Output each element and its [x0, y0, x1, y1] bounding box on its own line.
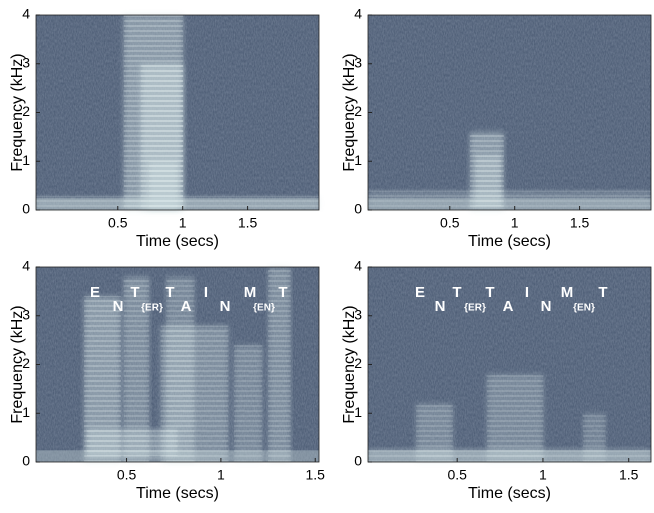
y-tick-label: 2: [22, 103, 30, 119]
phoneme-label: T: [130, 284, 139, 301]
x-axis-label: Time (secs): [468, 485, 551, 502]
y-axis-label: Frequency (kHz): [9, 305, 26, 423]
phoneme-label: E: [415, 284, 425, 301]
y-tick-label: 3: [354, 54, 362, 70]
y-tick-label: 3: [22, 54, 30, 70]
phoneme-label: A: [503, 298, 514, 315]
x-tick-label: 0.5: [117, 467, 137, 483]
spectrogram-harmonics: [86, 428, 178, 457]
phoneme-label: T: [165, 284, 174, 301]
phoneme-label: T: [452, 284, 461, 301]
y-tick-label: 0: [22, 453, 30, 469]
phoneme-label: E: [90, 284, 100, 301]
y-tick-label: 4: [22, 258, 30, 274]
y-tick-label: 3: [22, 306, 30, 322]
spectrogram-harmonics: [234, 345, 263, 462]
phoneme-label: T: [485, 284, 494, 301]
x-tick-label: 1.5: [238, 215, 258, 231]
y-tick-label: 1: [354, 152, 362, 168]
x-tick-label: 0.5: [108, 215, 128, 231]
y-tick-label: 1: [22, 404, 30, 420]
y-tick-label: 4: [22, 6, 30, 22]
phoneme-label: N: [541, 298, 552, 315]
x-tick-label: 1: [179, 215, 187, 231]
y-tick-label: 2: [354, 103, 362, 119]
phoneme-label: M: [561, 284, 574, 301]
x-axis-label: Time (secs): [468, 233, 551, 250]
y-tick-label: 4: [354, 258, 362, 274]
phoneme-label: T: [598, 284, 607, 301]
phoneme-label: {EN}: [253, 303, 275, 314]
y-tick-label: 3: [354, 306, 362, 322]
y-axis-label: Frequency (kHz): [9, 53, 26, 171]
spectrogram-harmonics: [368, 190, 651, 210]
phoneme-label: N: [435, 298, 446, 315]
y-tick-label: 0: [22, 201, 30, 217]
x-axis-label: Time (secs): [136, 485, 219, 502]
phoneme-label: I: [525, 284, 529, 301]
x-tick-label: 1.5: [570, 215, 590, 231]
x-tick-label: 1: [217, 467, 225, 483]
x-tick-label: 1.5: [619, 467, 639, 483]
x-tick-label: 0.5: [447, 467, 467, 483]
phoneme-label: {EN}: [573, 303, 595, 314]
y-tick-label: 2: [354, 355, 362, 371]
spectrogram-harmonics: [368, 448, 651, 462]
phoneme-label: {ER}: [464, 303, 486, 314]
phoneme-label: N: [113, 298, 124, 315]
x-tick-label: 1: [511, 215, 519, 231]
phoneme-label: I: [204, 284, 208, 301]
x-axis-label: Time (secs): [136, 233, 219, 250]
y-axis-label: Frequency (kHz): [341, 53, 358, 171]
spectrogram-harmonics: [268, 267, 291, 462]
phoneme-label: N: [220, 298, 231, 315]
phoneme-label: {ER}: [141, 303, 163, 314]
x-tick-label: 1: [539, 467, 547, 483]
x-tick-label: 0.5: [440, 215, 460, 231]
y-tick-label: 1: [22, 152, 30, 168]
y-tick-label: 0: [354, 201, 362, 217]
phoneme-label: T: [278, 284, 287, 301]
phoneme-label: A: [181, 298, 192, 315]
y-tick-label: 2: [22, 355, 30, 371]
y-tick-label: 4: [354, 6, 362, 22]
y-tick-label: 1: [354, 404, 362, 420]
spectrogram-noise: [368, 15, 651, 210]
y-tick-label: 0: [354, 453, 362, 469]
phoneme-label: M: [244, 284, 257, 301]
y-axis-label: Frequency (kHz): [341, 305, 358, 423]
spectrogram-harmonics: [36, 196, 319, 210]
spectrogram-harmonics: [486, 374, 544, 462]
x-tick-label: 1.5: [305, 467, 325, 483]
